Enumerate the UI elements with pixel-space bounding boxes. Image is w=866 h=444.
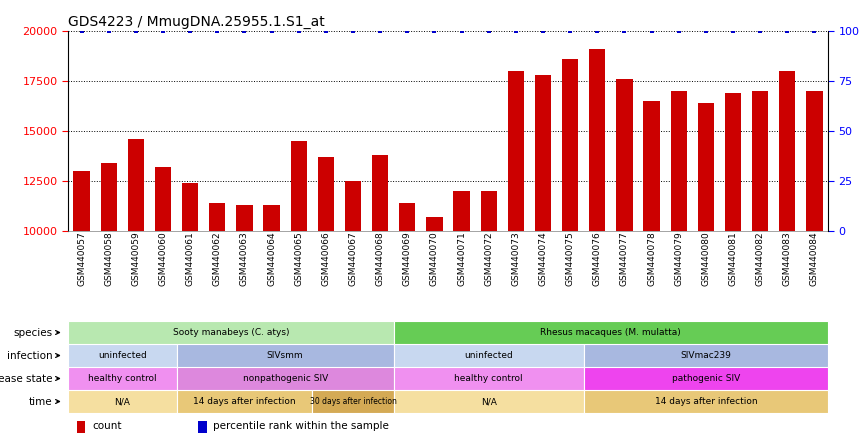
Text: GSM440078: GSM440078: [647, 231, 656, 286]
Bar: [68, 367, 177, 390]
Bar: [698, 103, 714, 231]
Bar: [584, 390, 828, 413]
Text: GSM440065: GSM440065: [294, 231, 303, 286]
Text: Rhesus macaques (M. mulatta): Rhesus macaques (M. mulatta): [540, 328, 682, 337]
Bar: [643, 101, 660, 231]
Text: GSM440075: GSM440075: [565, 231, 575, 286]
Text: SIVsmm: SIVsmm: [267, 351, 303, 360]
Bar: [127, 139, 144, 231]
Bar: [481, 191, 497, 231]
Bar: [198, 421, 207, 432]
Bar: [394, 367, 584, 390]
Text: GSM440080: GSM440080: [701, 231, 710, 286]
Text: percentile rank within the sample: percentile rank within the sample: [214, 421, 390, 431]
Text: GSM440067: GSM440067: [348, 231, 358, 286]
Bar: [68, 321, 394, 344]
Bar: [617, 79, 632, 231]
Text: GSM440062: GSM440062: [213, 231, 222, 285]
Text: GSM440082: GSM440082: [756, 231, 765, 285]
Bar: [589, 49, 605, 231]
Bar: [507, 71, 524, 231]
Text: GSM440064: GSM440064: [267, 231, 276, 285]
Text: GSM440063: GSM440063: [240, 231, 249, 286]
Bar: [68, 390, 177, 413]
Bar: [177, 367, 394, 390]
Text: GSM440076: GSM440076: [593, 231, 602, 286]
Bar: [670, 91, 687, 231]
Bar: [318, 157, 334, 231]
Bar: [394, 321, 828, 344]
Text: uninfected: uninfected: [98, 351, 146, 360]
Bar: [68, 344, 177, 367]
Bar: [426, 217, 443, 231]
Bar: [399, 203, 416, 231]
Bar: [263, 205, 280, 231]
Bar: [779, 71, 796, 231]
Bar: [394, 344, 584, 367]
Bar: [752, 91, 768, 231]
Bar: [291, 141, 307, 231]
Text: GSM440083: GSM440083: [783, 231, 792, 286]
Text: GSM440068: GSM440068: [376, 231, 385, 286]
Text: GSM440061: GSM440061: [185, 231, 195, 286]
Text: GSM440058: GSM440058: [104, 231, 113, 286]
Bar: [454, 191, 469, 231]
Text: GSM440060: GSM440060: [158, 231, 167, 286]
Text: 30 days after infection: 30 days after infection: [309, 397, 397, 406]
Text: 14 days after infection: 14 days after infection: [193, 397, 296, 406]
Text: GSM440057: GSM440057: [77, 231, 86, 286]
Text: GSM440072: GSM440072: [484, 231, 494, 285]
Bar: [177, 390, 313, 413]
Text: Sooty manabeys (C. atys): Sooty manabeys (C. atys): [172, 328, 289, 337]
Text: SIVmac239: SIVmac239: [681, 351, 731, 360]
Bar: [394, 390, 584, 413]
Bar: [177, 344, 394, 367]
Bar: [313, 390, 394, 413]
Bar: [100, 163, 117, 231]
Bar: [725, 93, 741, 231]
Bar: [345, 181, 361, 231]
Bar: [584, 367, 828, 390]
Text: 14 days after infection: 14 days after infection: [655, 397, 757, 406]
Text: disease state: disease state: [0, 373, 53, 384]
Bar: [77, 421, 86, 432]
Bar: [806, 91, 823, 231]
Text: GSM440084: GSM440084: [810, 231, 819, 285]
Text: healthy control: healthy control: [88, 374, 157, 383]
Bar: [372, 155, 388, 231]
Bar: [182, 183, 198, 231]
Text: N/A: N/A: [114, 397, 130, 406]
Bar: [210, 203, 225, 231]
Text: GDS4223 / MmugDNA.25955.1.S1_at: GDS4223 / MmugDNA.25955.1.S1_at: [68, 15, 325, 28]
Text: time: time: [29, 396, 53, 407]
Bar: [562, 59, 578, 231]
Text: GSM440079: GSM440079: [675, 231, 683, 286]
Text: GSM440071: GSM440071: [457, 231, 466, 286]
Bar: [584, 344, 828, 367]
Bar: [535, 75, 551, 231]
Text: count: count: [93, 421, 122, 431]
Text: GSM440081: GSM440081: [728, 231, 738, 286]
Text: species: species: [13, 328, 53, 337]
Bar: [236, 205, 253, 231]
Text: GSM440059: GSM440059: [132, 231, 140, 286]
Text: nonpathogenic SIV: nonpathogenic SIV: [242, 374, 327, 383]
Text: N/A: N/A: [481, 397, 497, 406]
Text: GSM440074: GSM440074: [539, 231, 547, 285]
Text: uninfected: uninfected: [464, 351, 513, 360]
Text: healthy control: healthy control: [455, 374, 523, 383]
Bar: [155, 167, 171, 231]
Text: infection: infection: [7, 350, 53, 361]
Text: GSM440069: GSM440069: [403, 231, 412, 286]
Text: pathogenic SIV: pathogenic SIV: [672, 374, 740, 383]
Text: GSM440077: GSM440077: [620, 231, 629, 286]
Bar: [74, 171, 90, 231]
Text: GSM440070: GSM440070: [430, 231, 439, 286]
Text: GSM440073: GSM440073: [511, 231, 520, 286]
Text: GSM440066: GSM440066: [321, 231, 330, 286]
